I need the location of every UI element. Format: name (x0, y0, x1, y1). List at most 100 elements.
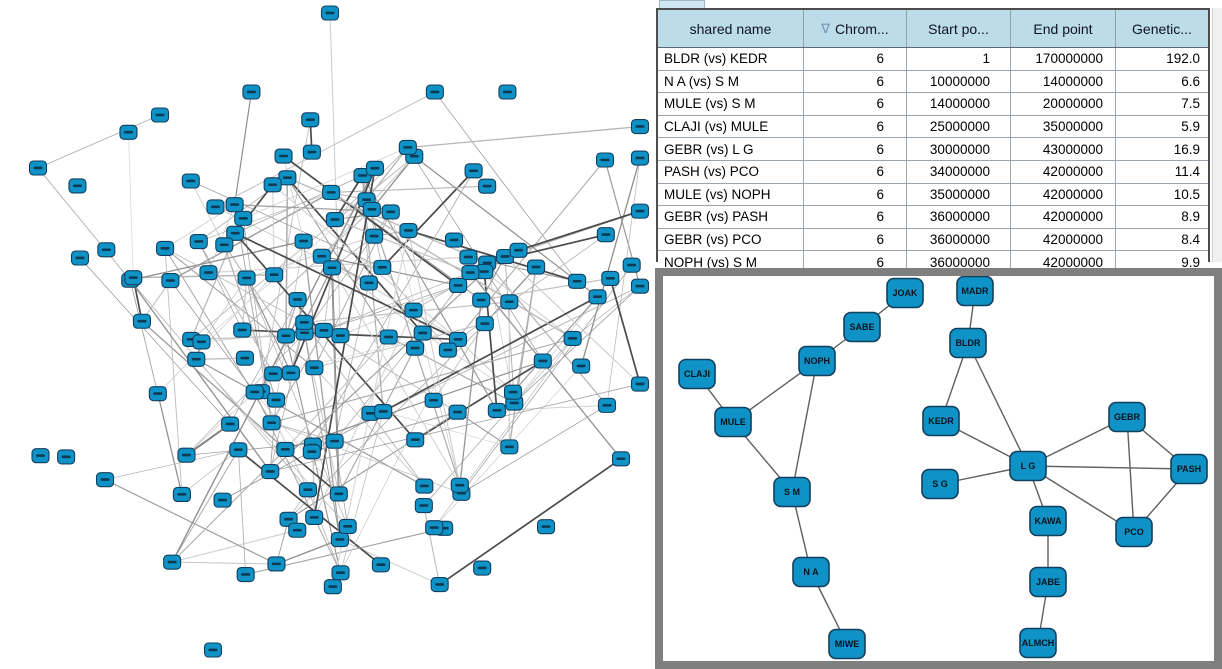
network-node[interactable]: MIWE (828, 628, 866, 660)
network-edge[interactable] (407, 230, 461, 486)
network-node[interactable] (595, 152, 615, 168)
network-edge[interactable] (390, 211, 461, 486)
network-node[interactable] (31, 448, 50, 464)
network-node[interactable] (379, 329, 398, 345)
network-edge[interactable] (272, 184, 459, 340)
table-row[interactable]: PASH (vs) PCO 6 34000000 42000000 11.4 (658, 160, 1208, 184)
network-node[interactable] (156, 240, 175, 256)
network-node[interactable] (362, 201, 381, 217)
network-edge[interactable] (513, 296, 598, 404)
network-node[interactable] (438, 342, 457, 358)
network-node[interactable] (226, 225, 245, 241)
network-node[interactable] (278, 170, 297, 186)
network-edge[interactable] (254, 391, 340, 495)
network-node[interactable] (187, 351, 206, 367)
network-edge[interactable] (269, 400, 277, 472)
network-node[interactable] (221, 416, 240, 432)
network-edge[interactable] (314, 323, 485, 369)
network-edge[interactable] (269, 271, 485, 472)
network-edge[interactable] (186, 332, 305, 456)
network-edge[interactable] (284, 336, 390, 450)
network-node[interactable] (206, 199, 225, 215)
network-edge[interactable] (172, 529, 298, 563)
network-edge[interactable] (130, 240, 304, 281)
network-node[interactable] (132, 313, 151, 329)
network-edge[interactable] (383, 411, 510, 448)
column-header-start-position[interactable]: Start po... (907, 10, 1011, 47)
network-node[interactable] (424, 392, 443, 408)
network-node[interactable] (425, 520, 444, 536)
network-node[interactable]: BLDR (949, 327, 987, 359)
network-node[interactable]: GEBR (1108, 401, 1146, 433)
column-header-chromosome[interactable]: ∇ Chrom... (804, 10, 907, 47)
network-edge[interactable] (141, 320, 286, 450)
network-edge[interactable] (366, 147, 409, 201)
network-node[interactable] (461, 265, 480, 281)
network-edge[interactable] (285, 177, 288, 336)
network-node[interactable] (331, 328, 350, 344)
network-node[interactable] (70, 250, 90, 266)
network-node[interactable] (459, 249, 478, 265)
network-edge[interactable] (246, 277, 292, 374)
network-node[interactable] (215, 237, 234, 253)
network-node[interactable] (267, 392, 286, 408)
network-node[interactable] (262, 415, 281, 431)
network-edge[interactable] (338, 347, 416, 495)
network-node[interactable] (329, 486, 348, 502)
network-node[interactable] (68, 178, 87, 194)
network-edge[interactable] (331, 185, 488, 194)
network-node[interactable] (229, 442, 248, 458)
filter-funnel-icon[interactable]: ∇ (821, 21, 830, 36)
table-row[interactable]: CLAJI (vs) MULE 6 25000000 35000000 5.9 (658, 115, 1208, 139)
network-edge[interactable] (413, 155, 598, 298)
network-node[interactable] (28, 160, 48, 176)
network-node[interactable] (381, 204, 400, 220)
network-node[interactable] (622, 257, 641, 273)
network-node[interactable] (472, 292, 491, 308)
network-node[interactable] (630, 119, 650, 135)
network-edge[interactable] (164, 248, 315, 369)
network-node[interactable] (596, 227, 615, 243)
network-node[interactable] (325, 433, 344, 449)
network-edge[interactable] (287, 177, 488, 264)
network-edge[interactable] (37, 114, 161, 169)
network-node[interactable]: PASH (1170, 453, 1208, 485)
network-edge[interactable] (234, 91, 253, 205)
network-node[interactable] (225, 197, 244, 213)
network-edge[interactable] (164, 248, 305, 323)
network-edge[interactable] (170, 280, 255, 393)
network-node[interactable] (406, 340, 425, 356)
network-node[interactable] (312, 248, 331, 264)
network-node[interactable] (568, 273, 587, 289)
network-node[interactable]: SABE (843, 311, 881, 343)
table-scrollbar-track[interactable] (1212, 8, 1222, 262)
network-node[interactable] (430, 577, 449, 593)
network-node[interactable] (464, 163, 483, 179)
network-node[interactable] (97, 242, 116, 258)
network-node[interactable] (295, 314, 314, 330)
network-node[interactable] (177, 447, 196, 463)
network-node[interactable] (281, 365, 300, 381)
network-edge[interactable] (383, 285, 641, 412)
network-node[interactable]: JOAK (886, 277, 924, 309)
network-node[interactable] (487, 402, 506, 418)
network-node[interactable] (601, 270, 620, 286)
network-node[interactable] (448, 404, 467, 420)
table-row[interactable]: MULE (vs) NOPH 6 35000000 42000000 10.5 (658, 183, 1208, 207)
network-node[interactable] (475, 264, 494, 280)
network-edge[interactable] (504, 256, 641, 385)
network-edge[interactable] (271, 337, 573, 424)
network-node[interactable] (203, 642, 223, 658)
network-edge[interactable] (518, 210, 641, 252)
network-node[interactable] (325, 212, 345, 228)
network-edge[interactable] (434, 91, 578, 282)
network-edge[interactable] (181, 449, 239, 495)
network-node[interactable] (500, 294, 519, 310)
network-node[interactable] (320, 5, 340, 21)
network-edge[interactable] (609, 278, 641, 385)
network-edge[interactable] (104, 449, 239, 481)
network-edge[interactable] (334, 219, 471, 274)
network-node[interactable] (399, 222, 418, 239)
network-node[interactable] (630, 150, 650, 166)
network-node[interactable]: KAWA (1029, 505, 1067, 537)
